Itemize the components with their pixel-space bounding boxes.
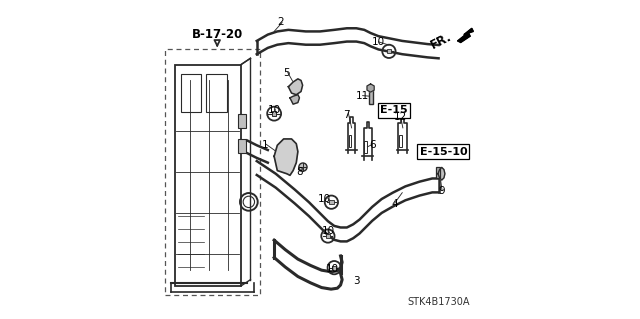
Polygon shape <box>438 167 445 180</box>
Text: E-15-10: E-15-10 <box>419 147 467 157</box>
Text: 10: 10 <box>321 226 335 236</box>
Text: 8: 8 <box>296 167 303 177</box>
Text: 3: 3 <box>353 276 360 286</box>
Text: 9: 9 <box>438 186 445 196</box>
Bar <box>272 111 276 116</box>
Text: 1: 1 <box>261 140 268 150</box>
Text: 4: 4 <box>391 199 397 209</box>
Text: 7: 7 <box>344 110 350 120</box>
Polygon shape <box>458 28 474 42</box>
Text: 10: 10 <box>318 194 332 204</box>
Text: 10: 10 <box>372 38 385 48</box>
Bar <box>238 114 246 128</box>
Text: 6: 6 <box>369 140 376 150</box>
Polygon shape <box>290 95 300 104</box>
Bar <box>364 141 367 153</box>
Circle shape <box>299 163 307 171</box>
Text: STK4B1730A: STK4B1730A <box>407 297 470 307</box>
Text: 2: 2 <box>277 17 284 27</box>
Text: 10: 10 <box>268 106 281 115</box>
Bar <box>165 49 260 295</box>
Bar <box>329 200 333 204</box>
Bar <box>369 89 373 104</box>
Text: E-15: E-15 <box>381 106 408 115</box>
Text: 5: 5 <box>284 68 290 78</box>
Bar <box>206 74 227 112</box>
Bar <box>349 135 351 147</box>
Bar <box>387 49 391 53</box>
Text: 11: 11 <box>356 91 369 101</box>
Bar <box>181 74 202 112</box>
Bar <box>436 167 440 178</box>
Polygon shape <box>289 79 303 95</box>
Text: FR.: FR. <box>428 30 454 51</box>
Polygon shape <box>274 139 298 175</box>
Text: 12: 12 <box>394 112 407 122</box>
Polygon shape <box>367 84 374 92</box>
Text: 10: 10 <box>326 263 339 274</box>
Bar <box>238 139 246 153</box>
Text: B-17-20: B-17-20 <box>191 28 243 41</box>
Bar <box>399 135 402 147</box>
Bar <box>332 266 337 270</box>
Bar <box>326 234 330 238</box>
Bar <box>175 65 241 286</box>
